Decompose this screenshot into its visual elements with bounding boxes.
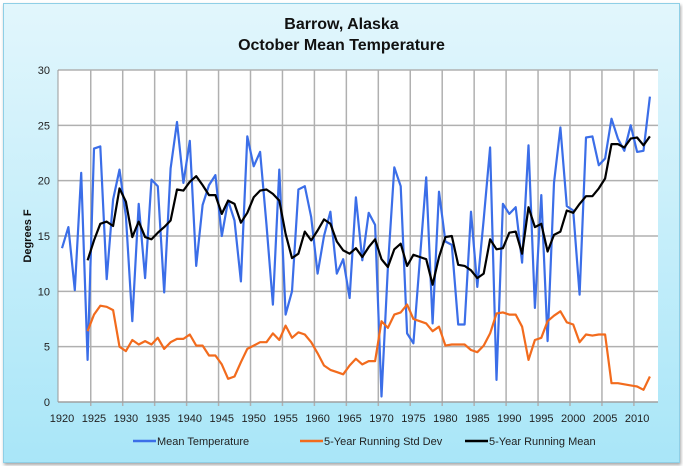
x-tick-label: 1960: [305, 413, 329, 425]
series-line-1: [86, 303, 651, 391]
x-tick-label: 1980: [433, 413, 457, 425]
legend-label: 5-Year Running Std Dev: [324, 436, 443, 448]
x-tick-label: 1920: [50, 413, 74, 425]
x-tick-label: 1990: [497, 413, 521, 425]
y-tick-label: 20: [38, 176, 50, 188]
y-tick-label: 15: [38, 231, 50, 243]
x-tick-label: 1985: [465, 413, 489, 425]
y-tick-label: 25: [38, 120, 50, 132]
series-line-2: [86, 135, 651, 286]
x-tick-label: 1970: [369, 413, 393, 425]
chart-subtitle: October Mean Temperature: [238, 37, 445, 54]
y-axis-label: Degrees F: [22, 209, 34, 262]
y-tick-label: 10: [38, 286, 50, 298]
y-tick-label: 5: [44, 342, 50, 354]
x-tick-label: 1930: [114, 413, 138, 425]
chart-title-block: Barrow, Alaska October Mean Temperature: [0, 14, 683, 56]
x-tick-label: 1945: [210, 413, 234, 425]
chart-title: Barrow, Alaska: [284, 16, 399, 33]
x-tick-label: 2005: [593, 413, 617, 425]
x-tick-label: 1935: [146, 413, 170, 425]
x-tick-label: 2010: [625, 413, 649, 425]
series-lines: [60, 96, 651, 398]
legend: Mean Temperature 5-Year Running Std Dev 5-…: [133, 436, 596, 448]
x-tick-label: 1995: [529, 413, 553, 425]
x-tick-label: 1975: [401, 413, 425, 425]
x-tick-label: 1950: [241, 413, 265, 425]
legend-label: 5-Year Running Mean: [489, 436, 596, 448]
x-tick-label: 1940: [178, 413, 202, 425]
x-tick-label: 2000: [561, 413, 585, 425]
series-line-0: [60, 96, 651, 398]
y-tick-label: 30: [38, 65, 50, 77]
x-tick-label: 1925: [82, 413, 106, 425]
axes: 0 5 10 15 20 25 30 1920 1925 1930 1935 1940 1945 1950…: [38, 65, 658, 425]
x-tick-label: 1955: [273, 413, 297, 425]
legend-label: Mean Temperature: [157, 436, 249, 448]
y-tick-label: 0: [44, 397, 50, 409]
x-tick-label: 1965: [337, 413, 361, 425]
